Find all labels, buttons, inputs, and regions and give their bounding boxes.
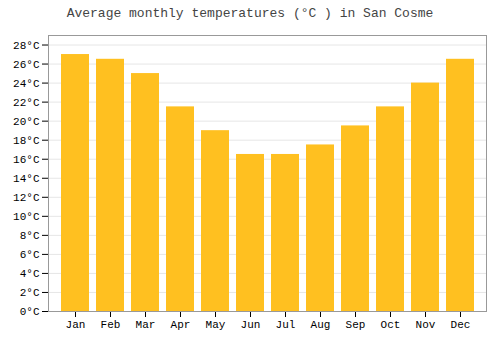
svg-text:2°C: 2°C — [20, 287, 40, 299]
svg-text:Jan: Jan — [66, 319, 86, 331]
svg-text:16°C: 16°C — [13, 154, 40, 166]
svg-text:6°C: 6°C — [20, 249, 40, 261]
svg-text:0°C: 0°C — [20, 306, 40, 318]
svg-text:28°C: 28°C — [13, 40, 40, 52]
svg-text:Aug: Aug — [311, 319, 331, 331]
svg-text:Oct: Oct — [381, 319, 401, 331]
svg-text:Jun: Jun — [241, 319, 261, 331]
svg-text:Nov: Nov — [416, 319, 436, 331]
svg-text:4°C: 4°C — [20, 268, 40, 280]
svg-text:8°C: 8°C — [20, 230, 40, 242]
svg-text:18°C: 18°C — [13, 135, 40, 147]
svg-text:24°C: 24°C — [13, 78, 40, 90]
svg-text:22°C: 22°C — [13, 97, 40, 109]
html-text:Average monthly temperatures (: Average monthly temperatures (°C ) in Sa… — [66, 6, 434, 21]
svg-text:Apr: Apr — [171, 319, 191, 331]
svg-text:Sep: Sep — [346, 319, 366, 331]
svg-text:Mar: Mar — [136, 319, 156, 331]
svg-text:Jul: Jul — [276, 319, 296, 331]
svg-text:20°C: 20°C — [13, 116, 40, 128]
svg-text:14°C: 14°C — [13, 173, 40, 185]
svg-text:Dec: Dec — [451, 319, 471, 331]
svg-text:26°C: 26°C — [13, 59, 40, 71]
svg-text:12°C: 12°C — [13, 192, 40, 204]
svg-text:May: May — [206, 319, 226, 331]
svg-text:Feb: Feb — [101, 319, 121, 331]
svg-text:10°C: 10°C — [13, 211, 40, 223]
